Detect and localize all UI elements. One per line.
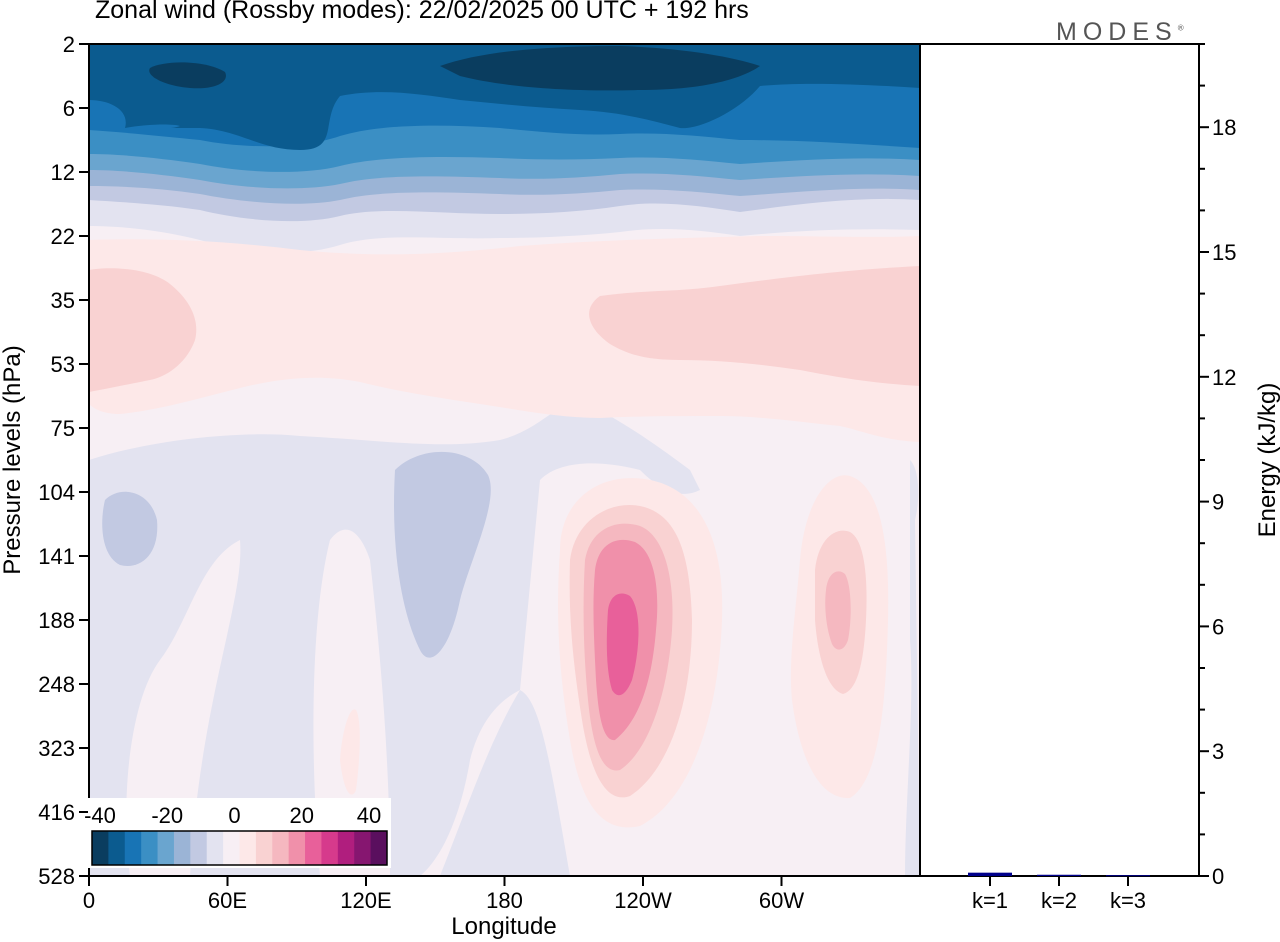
colorbar-swatch xyxy=(108,831,126,865)
colorbar-tick-label: -20 xyxy=(151,803,183,828)
pressure-tick-label: 53 xyxy=(51,352,75,377)
pressure-tick-label: 248 xyxy=(38,672,75,697)
colorbar-swatch xyxy=(124,831,142,865)
energy-axis-label: Energy (kJ/kg) xyxy=(1254,383,1280,538)
pressure-tick-label: 141 xyxy=(38,544,75,569)
energy-bar xyxy=(1106,875,1150,877)
colorbar-swatch xyxy=(157,831,175,865)
pressure-tick-label: 75 xyxy=(51,416,75,441)
energy-bar xyxy=(1037,874,1081,876)
energy-tick-label: 3 xyxy=(1212,739,1224,764)
pressure-tick-label: 22 xyxy=(51,224,75,249)
energy-tick-label: 15 xyxy=(1212,240,1236,265)
brand-text: MODES xyxy=(1056,18,1178,46)
x-axis-label: Longitude xyxy=(451,913,556,940)
longitude-tick-label: 180 xyxy=(486,888,523,913)
colorbar-swatch xyxy=(354,831,372,865)
colorbar-tick-label: -40 xyxy=(84,803,116,828)
energy-category-label: k=2 xyxy=(1041,888,1077,913)
pressure-tick-label: 6 xyxy=(63,96,75,121)
colorbar: -40 -20 0 20 40 xyxy=(84,798,391,868)
pressure-tick-label: 323 xyxy=(38,736,75,761)
chart-title: Zonal wind (Rossby modes): 22/02/2025 00… xyxy=(95,0,749,24)
colorbar-swatch xyxy=(255,831,273,865)
longitude-tick-label: 60E xyxy=(208,888,247,913)
zonal-wind-heatmap xyxy=(89,44,920,876)
colorbar-swatch xyxy=(173,831,191,865)
colorbar-swatch xyxy=(206,831,224,865)
longitude-tick-label: 60W xyxy=(759,888,804,913)
pressure-axis: 2 6 12 22 35 53 75 104 141 188 248 323 416 528 xyxy=(38,32,89,889)
y-axis-label: Pressure levels (hPa) xyxy=(0,345,26,574)
energy-bars: k=1 k=2 k=3 xyxy=(968,872,1150,913)
energy-bar xyxy=(968,872,1012,876)
colorbar-swatch xyxy=(239,831,257,865)
energy-tick-label: 6 xyxy=(1212,614,1224,639)
longitude-tick-label: 120E xyxy=(340,888,391,913)
pressure-tick-label: 35 xyxy=(51,288,75,313)
colorbar-tick-label: 0 xyxy=(228,803,240,828)
colorbar-tick-label: 40 xyxy=(357,803,381,828)
colorbar-swatch xyxy=(321,831,339,865)
registered-mark: ® xyxy=(1177,23,1184,33)
colorbar-frame xyxy=(91,830,388,866)
energy-category-label: k=3 xyxy=(1110,888,1146,913)
pressure-tick-label: 416 xyxy=(38,800,75,825)
pressure-tick-label: 12 xyxy=(51,160,75,185)
colorbar-swatch xyxy=(141,831,159,865)
colorbar-swatch xyxy=(370,831,388,865)
energy-category-label: k=1 xyxy=(972,888,1008,913)
colorbar-swatch xyxy=(272,831,290,865)
longitude-tick-label: 0 xyxy=(83,888,95,913)
energy-tick-label: 18 xyxy=(1212,115,1236,140)
energy-tick-label: 9 xyxy=(1212,490,1224,515)
colorbar-swatch xyxy=(288,831,306,865)
colorbar-swatch xyxy=(223,831,240,865)
pressure-tick-label: 2 xyxy=(63,32,75,57)
energy-tick-label: 0 xyxy=(1212,864,1224,889)
colorbar-swatch xyxy=(190,831,208,865)
colorbar-swatch xyxy=(337,831,355,865)
energy-panel-frame xyxy=(919,43,1200,877)
colorbar-swatch xyxy=(92,831,109,865)
longitude-axis: 0 60E 120E 180 120W 60W xyxy=(83,876,804,913)
pressure-tick-label: 104 xyxy=(38,480,75,505)
pressure-tick-label: 528 xyxy=(38,864,75,889)
energy-axis: 0 3 6 9 12 15 18 xyxy=(1199,43,1236,889)
colorbar-swatch xyxy=(305,831,322,865)
longitude-tick-label: 120W xyxy=(614,888,672,913)
colorbar-tick-label: 20 xyxy=(290,803,314,828)
energy-tick-label: 12 xyxy=(1212,365,1236,390)
pressure-tick-label: 188 xyxy=(38,608,75,633)
brand-logo: MODES® xyxy=(1056,18,1184,47)
